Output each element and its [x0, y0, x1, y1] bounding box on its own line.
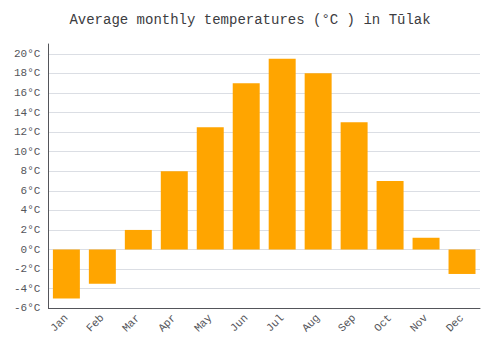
- svg-text:Feb: Feb: [84, 312, 106, 334]
- svg-text:2°C: 2°C: [21, 224, 41, 236]
- svg-text:14°C: 14°C: [14, 107, 41, 119]
- svg-text:6°C: 6°C: [21, 185, 41, 197]
- svg-text:Aug: Aug: [300, 312, 322, 334]
- svg-text:16°C: 16°C: [14, 87, 41, 99]
- svg-text:Jun: Jun: [228, 312, 250, 334]
- svg-text:-4°C: -4°C: [14, 283, 41, 295]
- svg-text:Jan: Jan: [48, 312, 70, 334]
- svg-text:Average monthly temperatures (: Average monthly temperatures (°C ) in Tū…: [69, 12, 430, 28]
- svg-text:May: May: [192, 312, 215, 335]
- svg-text:Mar: Mar: [120, 312, 142, 334]
- svg-text:4°C: 4°C: [21, 204, 41, 216]
- svg-text:Dec: Dec: [444, 312, 466, 334]
- svg-text:-2°C: -2°C: [14, 263, 41, 275]
- svg-text:0°C: 0°C: [21, 244, 41, 256]
- svg-text:10°C: 10°C: [14, 146, 41, 158]
- svg-text:Sep: Sep: [336, 312, 358, 334]
- svg-text:8°C: 8°C: [21, 165, 41, 177]
- svg-text:Nov: Nov: [408, 312, 431, 335]
- svg-text:18°C: 18°C: [14, 67, 41, 79]
- svg-text:12°C: 12°C: [14, 126, 41, 138]
- svg-text:-6°C: -6°C: [14, 302, 41, 314]
- svg-text:Jul: Jul: [264, 312, 286, 334]
- svg-text:Apr: Apr: [156, 312, 178, 334]
- svg-text:Oct: Oct: [372, 312, 394, 334]
- svg-text:20°C: 20°C: [14, 48, 41, 60]
